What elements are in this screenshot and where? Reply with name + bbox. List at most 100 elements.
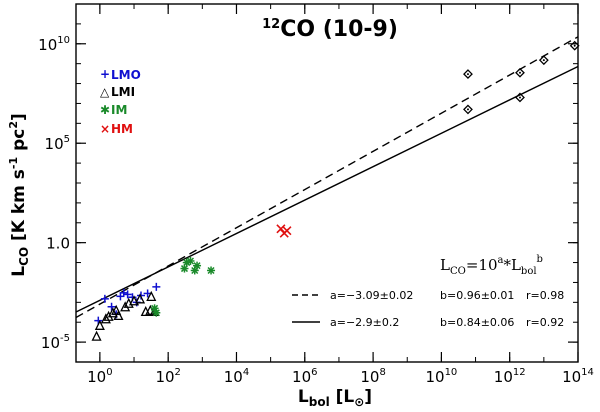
point-lmi <box>91 330 102 341</box>
y-tick-label-base: 10 <box>41 334 60 352</box>
x-tick-label: 102 <box>155 367 180 386</box>
point-im-d2 <box>207 266 215 275</box>
fit-solid-b: b=0.84±0.06 <box>440 316 514 329</box>
point-hm-d2 <box>282 226 292 236</box>
fit-equation-lhs: L <box>440 256 450 274</box>
x-tick-label: 1014 <box>562 367 594 386</box>
legend-label-lmo: LMO <box>111 68 141 82</box>
legend-item-hm: × HM <box>100 122 133 136</box>
point-diamond-outline <box>463 104 473 115</box>
point-lmi <box>146 290 157 301</box>
point-im-d2 <box>151 304 159 312</box>
y-axis-label-close: ] <box>9 113 29 121</box>
x-axis-label: Lbol [L⊙] <box>298 387 372 409</box>
x-tick-label-base: 10 <box>562 368 581 386</box>
y-tick-label-base: 10 <box>45 135 64 153</box>
point-lmo <box>123 290 132 299</box>
fit-line-solid <box>75 65 579 313</box>
point-diamond-outline <box>463 69 473 79</box>
x-axis-label-close: ] <box>364 387 372 407</box>
legend-item-lmi: △ LMI <box>100 85 135 99</box>
point-diamond-outline <box>538 55 549 66</box>
y-axis-label-sub: CO <box>17 247 31 266</box>
y-tick-label: 1010 <box>38 35 70 54</box>
fit-solid-a: a=−2.9±0.2 <box>330 316 399 329</box>
x-tick-label-exp: 12 <box>513 367 526 378</box>
point-lmi <box>113 309 124 321</box>
x-axis-label-main: L <box>298 387 309 407</box>
fit-equation-lhs-sub: CO <box>450 266 466 277</box>
fit-equation-sup-b: b <box>537 254 543 265</box>
fit-legend-dashed: a=−3.09±0.02 b=0.96±0.01 r=0.98 <box>292 289 564 302</box>
point-diamond <box>515 67 525 78</box>
point-im <box>193 261 202 270</box>
fit-equation-sup-a: a <box>497 255 503 266</box>
x-tick-label: 1010 <box>425 367 457 386</box>
y-tick-label: 1.0 <box>46 235 70 253</box>
point-im-d2 <box>186 257 195 265</box>
data-points <box>91 40 580 341</box>
point-diamond-outline <box>515 67 525 78</box>
x-axis-label-sun-sub: ⊙ <box>354 395 364 409</box>
x-tick-label-base: 10 <box>425 368 444 386</box>
point-lmo <box>107 302 116 311</box>
point-lmi <box>107 307 118 318</box>
x-tick-label-exp: 6 <box>311 367 317 378</box>
fit-equation-times: *L <box>503 256 521 274</box>
point-lmi <box>111 304 122 315</box>
point-diamond-dot <box>466 108 469 111</box>
chart-title: 12CO (10-9) <box>262 17 398 42</box>
point-lmo <box>152 282 161 291</box>
legend-item-im: ✱ IM <box>100 103 127 117</box>
fit-equation-eq: =10 <box>466 256 498 274</box>
legend-marker-hm: × <box>100 122 110 136</box>
legend-item-lmo: + LMO <box>100 67 141 82</box>
x-tick-label-base: 10 <box>292 368 311 386</box>
point-diamond <box>515 92 525 103</box>
point-diamond-outline <box>515 92 525 103</box>
y-tick-label-base: 10 <box>38 36 57 54</box>
point-diamond <box>569 40 580 51</box>
point-im <box>207 266 216 275</box>
point-diamond-dot <box>518 71 521 74</box>
legend-label-hm: HM <box>111 122 133 136</box>
point-diamond <box>463 104 473 115</box>
x-tick-label-base: 10 <box>155 368 174 386</box>
axis-ticks: 100 102 104 106 108 1010 1012 101410-51.0105101… <box>38 3 594 386</box>
point-lmi <box>134 293 146 304</box>
legend-marker-lmo: + <box>100 67 110 81</box>
x-tick-label: 100 <box>87 367 112 386</box>
x-tick-label: 104 <box>224 367 249 386</box>
legend-label-lmi: LMI <box>111 85 135 99</box>
x-tick-label-base: 10 <box>87 368 106 386</box>
x-tick-label: 108 <box>360 367 385 386</box>
legend: + LMO △ LMI ✱ IM × HM <box>100 67 141 136</box>
legend-label-im: IM <box>111 103 127 117</box>
x-axis-label-unit: [L <box>330 387 355 407</box>
point-diamond-outline <box>569 40 580 51</box>
fit-solid-r: r=0.92 <box>526 316 564 329</box>
fit-legend-solid: a=−2.9±0.2 b=0.84±0.06 r=0.92 <box>292 316 564 329</box>
x-tick-label: 1012 <box>494 367 526 386</box>
y-axis-label-main: L <box>9 266 29 277</box>
point-im-d2 <box>152 309 160 317</box>
legend-marker-im: ✱ <box>100 103 110 117</box>
point-lmi <box>100 313 111 324</box>
x-tick-label-base: 10 <box>494 368 513 386</box>
fit-lines <box>75 36 579 319</box>
point-lmo <box>119 288 128 297</box>
legend-marker-lmi: △ <box>100 85 110 99</box>
fit-equation: LCO=10a*Lbolb <box>440 254 543 277</box>
fit-dashed-r: r=0.98 <box>526 289 564 302</box>
x-tick-label-exp: 2 <box>175 367 181 378</box>
point-im <box>186 256 195 265</box>
point-diamond <box>538 55 549 66</box>
point-diamond <box>463 69 473 79</box>
point-lmi <box>128 295 140 306</box>
x-tick-label-exp: 8 <box>379 367 385 378</box>
x-tick-label-exp: 10 <box>445 367 458 378</box>
y-tick-label: 105 <box>45 134 70 153</box>
point-im-d2 <box>193 262 201 270</box>
fit-dashed-b: b=0.96±0.01 <box>440 289 514 302</box>
